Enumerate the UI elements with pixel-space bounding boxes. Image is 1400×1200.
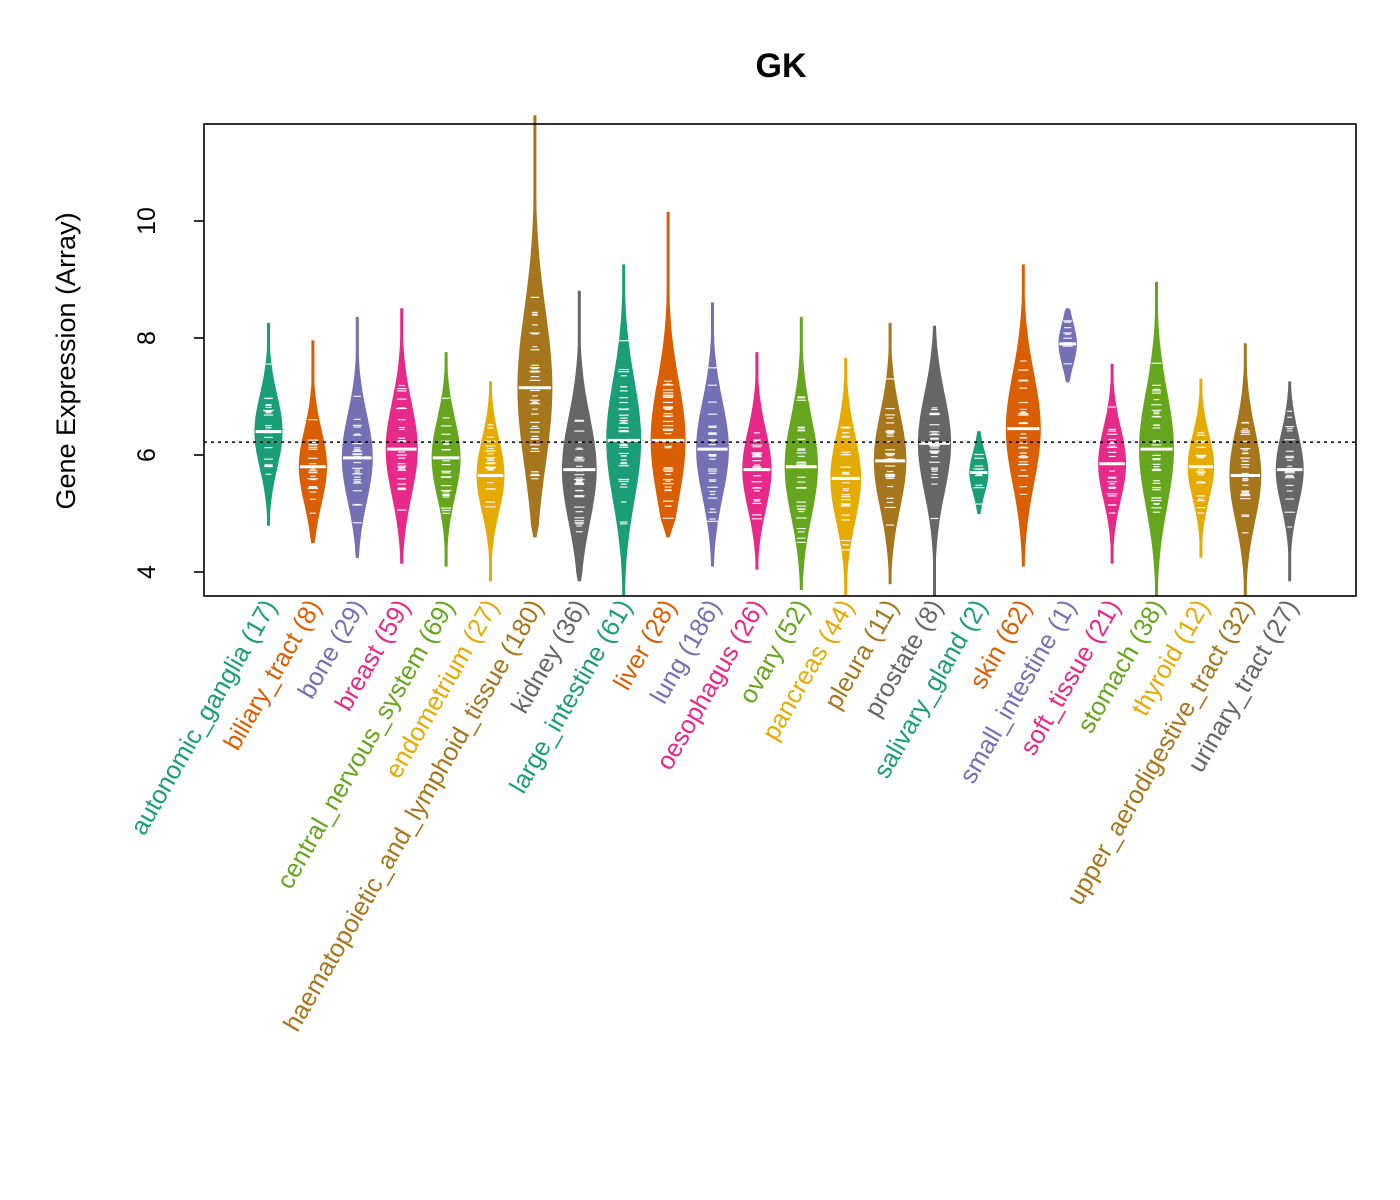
violin-kidney [561, 290, 597, 582]
violin-pleura [873, 322, 907, 585]
violin-salivary-gland [969, 431, 989, 514]
violin-ovary [784, 317, 819, 590]
y-axis: 4 6 8 10 [133, 207, 204, 579]
violin-urinary-tract [1275, 381, 1304, 582]
violin-prostate [917, 325, 952, 596]
violin-stomach [1138, 281, 1175, 596]
chart-title: GK [756, 47, 807, 85]
violin-small-intestine [1058, 308, 1077, 383]
violin-autonomic-ganglia [254, 322, 283, 526]
category-count: (27) [1253, 595, 1303, 654]
violin-skin [1005, 264, 1041, 567]
violin-bone [341, 317, 373, 558]
violin-haematopoietic-and-lymphoid-tissue [517, 115, 553, 538]
y-axis-label: Gene Expression (Array) [51, 212, 81, 509]
y-tick-label: 4 [133, 565, 161, 579]
x-axis: autonomic_ganglia (17)biliary_tract (8)b… [125, 595, 1304, 1036]
violin-lung [696, 302, 729, 567]
violin-thyroid [1187, 378, 1215, 558]
violin-central-nervous-system [431, 352, 461, 567]
y-tick-label: 8 [133, 331, 161, 345]
violin-large-intestine [606, 264, 642, 596]
violin-upper-aerodigestive-tract [1229, 343, 1262, 596]
violin-breast [385, 308, 418, 564]
y-tick-label: 6 [133, 448, 161, 462]
violin-pancreas [830, 358, 862, 596]
plot-frame [203, 123, 1357, 597]
y-tick-label: 10 [133, 207, 161, 235]
plot-area [254, 115, 1304, 596]
violin-liver [650, 211, 686, 538]
violin-soft-tissue [1098, 363, 1127, 564]
violin-oesophagus [742, 352, 772, 570]
violin-biliary-tract [298, 340, 328, 544]
violin-endometrium [476, 381, 505, 582]
